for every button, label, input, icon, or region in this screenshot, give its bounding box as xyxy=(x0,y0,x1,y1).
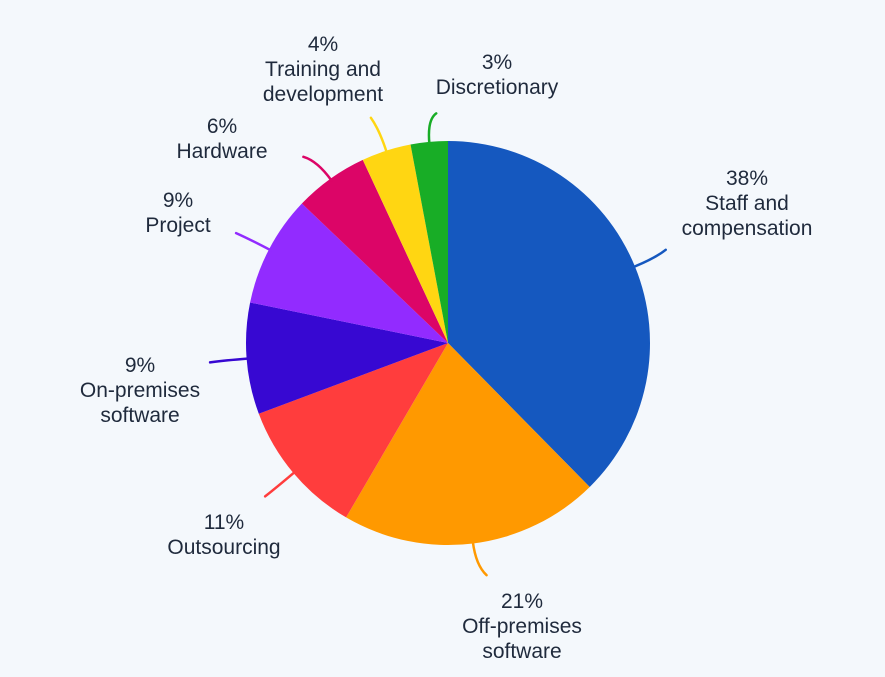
slice-label-1: 38% Staff and compensation xyxy=(682,167,813,240)
slice-name-label: development xyxy=(263,83,383,106)
pie-slice-7 xyxy=(362,144,448,343)
label-line-2 xyxy=(471,540,488,577)
slice-name-label: Hardware xyxy=(176,140,267,163)
slice-label-7: 4% Training and development xyxy=(263,33,383,106)
slice-value-label: 4% xyxy=(308,33,338,56)
slice-value-label: 9% xyxy=(163,189,193,212)
label-line-1 xyxy=(631,248,667,269)
slice-name-label: On-premises xyxy=(80,379,200,402)
leader-lines xyxy=(208,112,667,577)
slice-name-label: Discretionary xyxy=(436,76,559,99)
slice-name-label: Training and xyxy=(265,58,381,81)
pie-slice-6 xyxy=(301,159,448,343)
slice-label-5: 9% Project xyxy=(145,189,211,237)
label-line-5 xyxy=(234,231,273,252)
pie-slice-8 xyxy=(410,141,448,343)
pie-slice-5 xyxy=(250,203,448,343)
pie-slices xyxy=(245,141,650,545)
slice-name-label: software xyxy=(100,404,179,427)
label-line-4 xyxy=(208,357,250,364)
slice-value-label: 11% xyxy=(204,511,244,534)
pie-slice-2 xyxy=(346,343,590,545)
label-line-8 xyxy=(427,112,438,146)
label-line-7 xyxy=(369,116,389,154)
slice-name-label: software xyxy=(482,640,561,663)
slice-name-label: compensation xyxy=(682,217,813,240)
slice-label-3: 11% Outsourcing xyxy=(167,511,280,559)
slice-value-label: 6% xyxy=(207,115,237,138)
slice-name-label: Staff and xyxy=(705,192,789,215)
slice-name-label: Project xyxy=(145,214,211,237)
slice-value-label: 21% xyxy=(501,590,543,613)
pie-slice-4 xyxy=(245,302,448,414)
slice-name-label: Outsourcing xyxy=(167,536,280,559)
pie-slice-1 xyxy=(448,141,650,487)
slice-label-2: 21% Off-premises software xyxy=(462,590,582,663)
slice-label-8: 3% Discretionary xyxy=(436,51,559,99)
pie-slice-3 xyxy=(258,343,448,518)
slice-value-label: 9% xyxy=(125,354,155,377)
label-line-6 xyxy=(302,155,333,182)
slice-label-6: 6% Hardware xyxy=(176,115,267,163)
label-line-3 xyxy=(263,470,297,498)
slice-label-4: 9% On-premises software xyxy=(80,354,200,427)
slice-value-label: 3% xyxy=(482,51,512,74)
slice-value-label: 38% xyxy=(726,167,768,190)
slice-name-label: Off-premises xyxy=(462,615,582,638)
